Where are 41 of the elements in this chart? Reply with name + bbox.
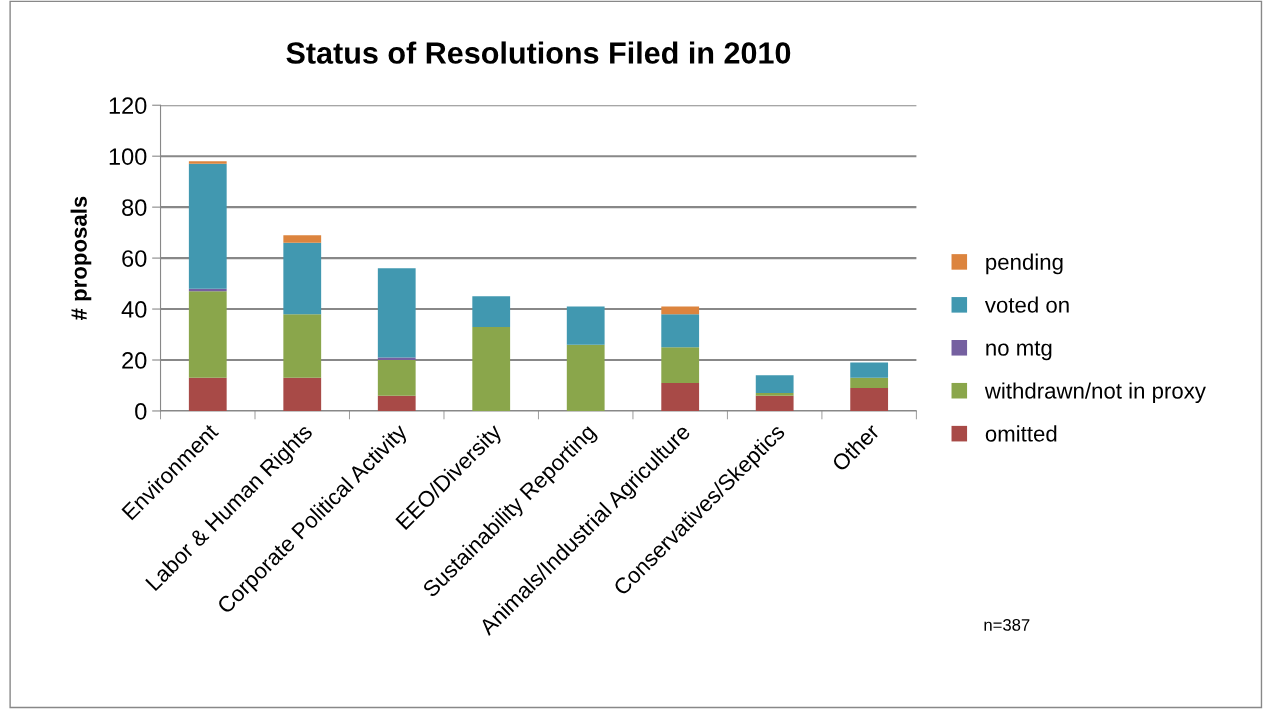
bar — [566, 306, 605, 345]
bar — [377, 360, 416, 396]
y-tick-label: 0 — [135, 403, 147, 420]
bar — [283, 314, 322, 378]
bar — [188, 291, 227, 378]
y-tick-label: 20 — [122, 352, 147, 369]
bar — [661, 306, 700, 315]
bar — [188, 161, 227, 164]
bar — [283, 242, 322, 315]
bar — [283, 377, 322, 411]
bar — [755, 393, 794, 396]
bar — [566, 344, 605, 411]
y-tick-label: 40 — [121, 301, 147, 318]
bar — [377, 395, 416, 411]
y-axis-title: # proposals — [70, 196, 92, 321]
bar — [188, 377, 227, 411]
legend-label: pending — [986, 253, 1063, 275]
bar — [755, 395, 794, 411]
bar — [850, 362, 889, 378]
bar — [850, 377, 889, 389]
y-tick-label: 100 — [109, 148, 147, 165]
bar — [661, 314, 700, 348]
legend-label: no mtg — [986, 341, 1052, 361]
bar — [283, 235, 322, 243]
bar — [188, 163, 227, 289]
text: n=387 — [984, 619, 1030, 631]
legend-label: withdrawn/not in proxy — [984, 382, 1206, 404]
bar — [377, 357, 416, 360]
y-tick-label: 120 — [109, 97, 147, 115]
y-tick-label: 80 — [122, 199, 147, 216]
legend-label: omitted — [985, 425, 1057, 442]
bar — [377, 268, 416, 358]
bar — [661, 347, 700, 383]
bar — [850, 388, 889, 411]
legend-label: voted on — [984, 296, 1069, 313]
bar — [755, 375, 794, 394]
bar — [661, 382, 700, 411]
bar — [472, 296, 511, 327]
y-tick-label: 60 — [122, 250, 147, 267]
chart-title: Status of Resolutions Filed in 2010 — [286, 41, 791, 64]
bar — [472, 326, 511, 411]
